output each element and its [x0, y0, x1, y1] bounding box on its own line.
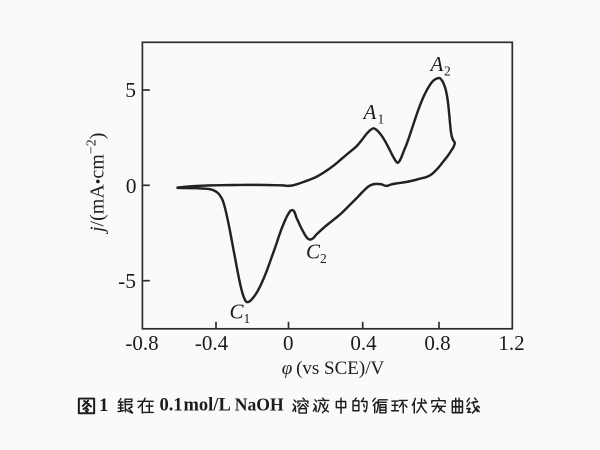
svg-text:5: 5: [125, 78, 136, 102]
svg-text:φ (vs SCE)/V: φ (vs SCE)/V: [282, 358, 385, 379]
svg-text:2: 2: [320, 251, 327, 266]
svg-text:-5: -5: [118, 269, 136, 293]
svg-text:0.4: 0.4: [350, 331, 377, 355]
svg-text:0: 0: [283, 331, 294, 355]
svg-text:A: A: [362, 100, 377, 124]
svg-text:1: 1: [378, 112, 385, 127]
svg-text:C: C: [306, 240, 321, 264]
svg-text:A: A: [429, 52, 444, 76]
svg-text:0: 0: [126, 174, 137, 198]
svg-text:C: C: [230, 300, 245, 324]
svg-text:1: 1: [99, 395, 109, 416]
svg-text:-0.4: -0.4: [195, 331, 229, 355]
svg-text:0.8: 0.8: [424, 331, 450, 355]
svg-text:-0.8: -0.8: [125, 331, 158, 355]
svg-text:2: 2: [444, 64, 451, 79]
svg-text:1: 1: [244, 311, 251, 326]
svg-text:1.2: 1.2: [498, 331, 524, 355]
svg-text:NaOH: NaOH: [235, 395, 284, 415]
svg-text:0.1: 0.1: [160, 396, 183, 416]
svg-text:mol/L: mol/L: [184, 396, 231, 416]
